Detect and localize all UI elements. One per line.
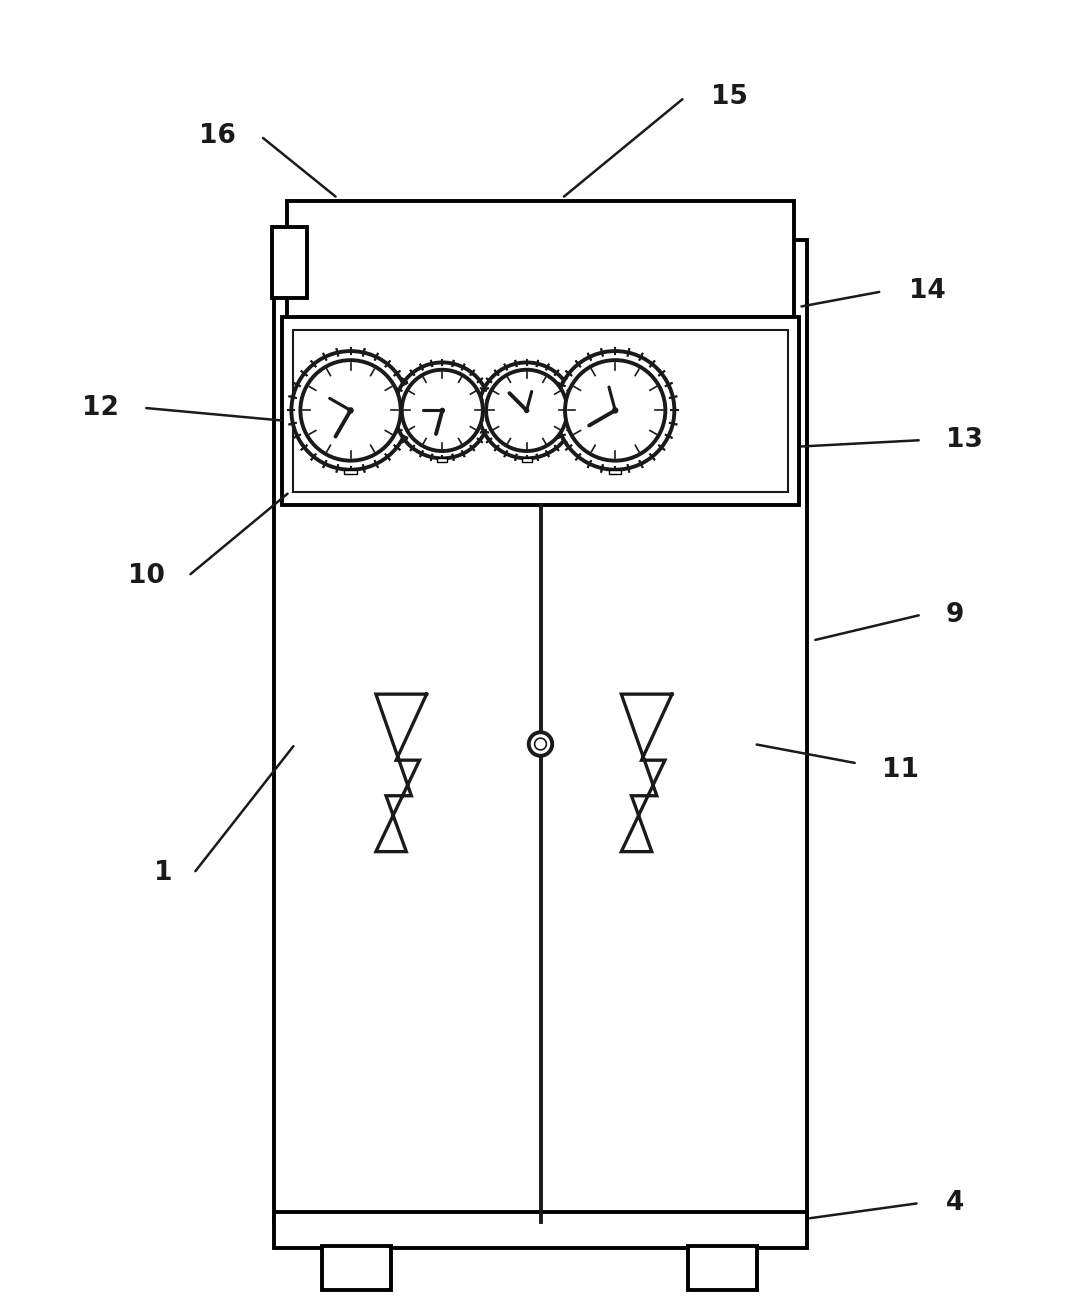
Text: 1: 1 <box>154 860 172 886</box>
Ellipse shape <box>479 362 574 459</box>
Text: 12: 12 <box>82 395 119 421</box>
Bar <box>271 227 307 298</box>
Ellipse shape <box>440 408 444 413</box>
Ellipse shape <box>348 408 353 413</box>
Text: 11: 11 <box>882 757 919 783</box>
Bar <box>437 459 448 461</box>
Bar <box>688 1246 757 1290</box>
Text: 16: 16 <box>200 123 237 149</box>
Bar <box>322 1246 391 1290</box>
Ellipse shape <box>535 738 546 750</box>
Bar <box>344 469 357 473</box>
Text: 10: 10 <box>128 563 165 589</box>
Ellipse shape <box>486 370 568 451</box>
Text: 13: 13 <box>946 427 983 454</box>
Ellipse shape <box>292 352 410 469</box>
Bar <box>609 469 622 473</box>
Text: 14: 14 <box>909 278 946 305</box>
Ellipse shape <box>529 732 552 755</box>
Bar <box>286 201 795 324</box>
Text: 15: 15 <box>711 85 748 111</box>
Text: 9: 9 <box>946 601 964 627</box>
Ellipse shape <box>395 362 490 459</box>
Ellipse shape <box>402 370 483 451</box>
Bar <box>282 318 799 505</box>
Ellipse shape <box>301 361 401 460</box>
Ellipse shape <box>524 408 529 413</box>
Bar <box>521 459 532 461</box>
Bar <box>293 331 788 491</box>
Ellipse shape <box>556 352 675 469</box>
Ellipse shape <box>613 408 617 413</box>
Bar <box>273 1212 808 1248</box>
Bar <box>273 239 808 1222</box>
Ellipse shape <box>565 361 665 460</box>
Text: 4: 4 <box>946 1191 964 1216</box>
